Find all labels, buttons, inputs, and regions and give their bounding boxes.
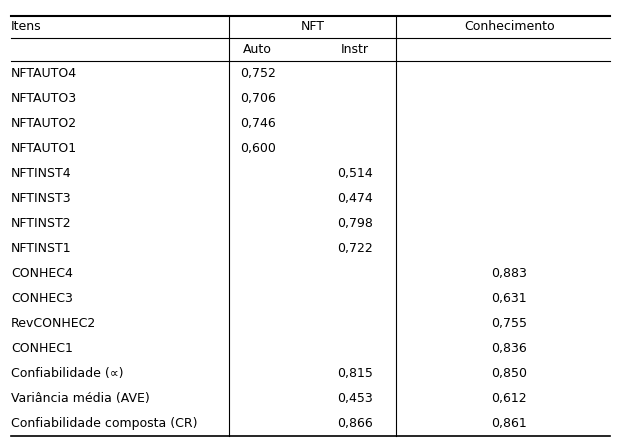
Text: 0,883: 0,883 bbox=[491, 267, 527, 280]
Text: 0,746: 0,746 bbox=[240, 117, 276, 130]
Text: 0,798: 0,798 bbox=[337, 217, 373, 230]
Text: RevCONHEC2: RevCONHEC2 bbox=[11, 317, 96, 330]
Text: 0,453: 0,453 bbox=[337, 392, 373, 405]
Text: Conhecimento: Conhecimento bbox=[464, 20, 555, 33]
Text: 0,861: 0,861 bbox=[491, 417, 527, 430]
Text: NFTAUTO3: NFTAUTO3 bbox=[11, 92, 77, 105]
Text: 0,706: 0,706 bbox=[240, 92, 276, 105]
Text: Itens: Itens bbox=[11, 20, 42, 33]
Text: NFTAUTO4: NFTAUTO4 bbox=[11, 67, 77, 80]
Text: 0,866: 0,866 bbox=[337, 417, 373, 430]
Text: NFTAUTO2: NFTAUTO2 bbox=[11, 117, 77, 130]
Text: 0,836: 0,836 bbox=[491, 342, 527, 355]
Text: NFTINST2: NFTINST2 bbox=[11, 217, 72, 230]
Text: CONHEC1: CONHEC1 bbox=[11, 342, 73, 355]
Text: NFT: NFT bbox=[301, 20, 324, 33]
Text: 0,850: 0,850 bbox=[491, 367, 527, 380]
Text: 0,815: 0,815 bbox=[337, 367, 373, 380]
Text: Variância média (AVE): Variância média (AVE) bbox=[11, 392, 150, 405]
Text: 0,612: 0,612 bbox=[491, 392, 527, 405]
Text: CONHEC4: CONHEC4 bbox=[11, 267, 73, 280]
Text: Confiabilidade (∝): Confiabilidade (∝) bbox=[11, 367, 124, 380]
Text: CONHEC3: CONHEC3 bbox=[11, 292, 73, 305]
Text: Confiabilidade composta (CR): Confiabilidade composta (CR) bbox=[11, 417, 197, 430]
Text: 0,600: 0,600 bbox=[240, 142, 276, 155]
Text: NFTINST3: NFTINST3 bbox=[11, 192, 72, 205]
Text: Auto: Auto bbox=[243, 43, 272, 56]
Text: 0,474: 0,474 bbox=[337, 192, 373, 205]
Text: 0,752: 0,752 bbox=[240, 67, 276, 80]
Text: 0,514: 0,514 bbox=[337, 167, 373, 180]
Text: NFTINST4: NFTINST4 bbox=[11, 167, 72, 180]
Text: 0,755: 0,755 bbox=[491, 317, 527, 330]
Text: Instr: Instr bbox=[341, 43, 369, 56]
Text: 0,722: 0,722 bbox=[337, 242, 373, 255]
Text: NFTAUTO1: NFTAUTO1 bbox=[11, 142, 77, 155]
Text: NFTINST1: NFTINST1 bbox=[11, 242, 72, 255]
Text: 0,631: 0,631 bbox=[491, 292, 527, 305]
